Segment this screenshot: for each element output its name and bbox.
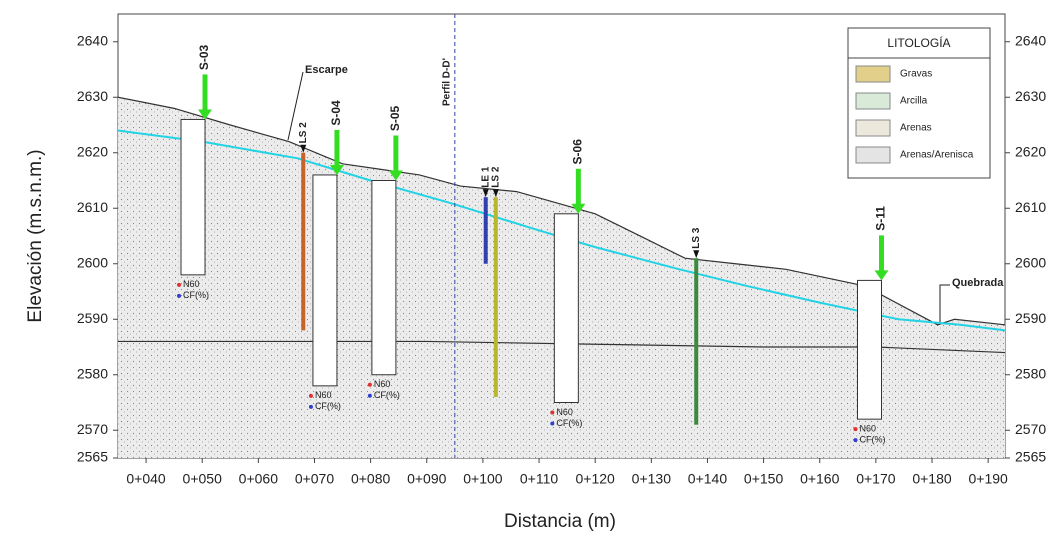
well-bar [301, 153, 305, 331]
borehole-log [181, 119, 205, 274]
cf-label: CF(%) [556, 418, 582, 428]
n60-label: N60 [556, 407, 573, 417]
y-tick-label: 2600 [77, 254, 108, 270]
borehole-label: S-11 [874, 206, 888, 231]
section-label: Perfil D-D' [441, 58, 452, 106]
borehole-label: S-04 [329, 100, 343, 126]
x-tick-label: 0+110 [520, 471, 558, 487]
x-tick-label: 0+060 [239, 471, 279, 487]
x-tick-label: 0+040 [126, 471, 166, 487]
well-label: LS 2 [490, 166, 501, 188]
x-tick-label: 0+080 [351, 471, 391, 487]
borehole-log [372, 181, 396, 375]
x-tick-label: 0+160 [800, 471, 840, 487]
y-axis-title: Elevación (m.s.n.m.) [25, 149, 46, 322]
annotation: Escarpe [305, 64, 348, 76]
y-tick-label-right: 2630 [1015, 88, 1046, 104]
cf-label: CF(%) [315, 401, 341, 411]
legend-label: Arcilla [900, 96, 928, 107]
legend-swatch [856, 120, 890, 136]
legend-title: LITOLOGÍA [887, 35, 950, 50]
y-tick-label: 2620 [77, 143, 108, 159]
cf-marker [853, 438, 857, 442]
annotation: Quebrada [952, 277, 1004, 289]
n60-label: N60 [183, 279, 200, 289]
y-tick-label-right: 2640 [1015, 32, 1046, 48]
legend-label: Gravas [900, 69, 932, 80]
legend-label: Arenas/Arenisca [900, 150, 974, 161]
y-tick-label-right: 2570 [1015, 421, 1046, 437]
well-bar [494, 197, 498, 397]
cf-marker [550, 422, 554, 426]
well-label: LS 2 [298, 122, 309, 144]
borehole-log [857, 280, 881, 419]
x-tick-label: 0+090 [407, 471, 447, 487]
y-tick-label-right: 2565 [1015, 449, 1046, 465]
borehole-label: S-05 [388, 106, 402, 132]
borehole-label: S-03 [197, 44, 211, 70]
x-tick-label: 0+170 [856, 471, 896, 487]
cf-label: CF(%) [374, 390, 400, 400]
y-tick-label-right: 2580 [1015, 365, 1046, 381]
well-bar [694, 258, 698, 425]
y-tick-label: 2570 [77, 421, 108, 437]
x-tick-label: 0+050 [183, 471, 223, 487]
x-tick-label: 0+150 [744, 471, 784, 487]
borehole-log [554, 214, 578, 403]
y-tick-label: 2630 [77, 88, 108, 104]
n60-marker [368, 383, 372, 387]
well-bar [484, 197, 488, 264]
x-tick-label: 0+140 [688, 471, 728, 487]
n60-marker [309, 394, 313, 398]
chart: 2565 2565 2570 2570 2580 2580 2590 2590 2600 2600… [0, 0, 1056, 537]
n60-label: N60 [315, 390, 332, 400]
n60-marker [177, 283, 181, 287]
borehole-label: S-06 [571, 139, 585, 165]
y-tick-label: 2565 [77, 449, 108, 465]
x-tick-label: 0+130 [632, 471, 672, 487]
x-tick-label: 0+100 [463, 471, 503, 487]
x-tick-label: 0+190 [968, 471, 1008, 487]
x-tick-label: 0+070 [295, 471, 335, 487]
well-label: LS 3 [691, 227, 702, 249]
y-tick-label: 2590 [77, 310, 108, 326]
x-tick-label: 0+180 [912, 471, 952, 487]
y-tick-label: 2610 [77, 199, 108, 215]
legend-swatch [856, 147, 890, 163]
cf-label: CF(%) [859, 435, 885, 445]
legend-swatch [856, 93, 890, 109]
y-tick-label-right: 2600 [1015, 254, 1046, 270]
y-tick-label-right: 2610 [1015, 199, 1046, 215]
legend-swatch [856, 66, 890, 82]
x-axis-title: Distancia (m) [504, 511, 616, 532]
cf-label: CF(%) [183, 290, 209, 300]
n60-marker [853, 427, 857, 431]
n60-label: N60 [374, 379, 391, 389]
cf-marker [368, 394, 372, 398]
y-tick-label-right: 2620 [1015, 143, 1046, 159]
legend-label: Arenas [900, 123, 932, 134]
x-tick-label: 0+120 [576, 471, 616, 487]
y-tick-label: 2580 [77, 365, 108, 381]
borehole-log [313, 175, 337, 386]
cf-marker [309, 405, 313, 409]
cf-marker [177, 294, 181, 298]
n60-label: N60 [859, 424, 876, 434]
y-tick-label-right: 2590 [1015, 310, 1046, 326]
n60-marker [550, 411, 554, 415]
y-tick-label: 2640 [77, 32, 108, 48]
